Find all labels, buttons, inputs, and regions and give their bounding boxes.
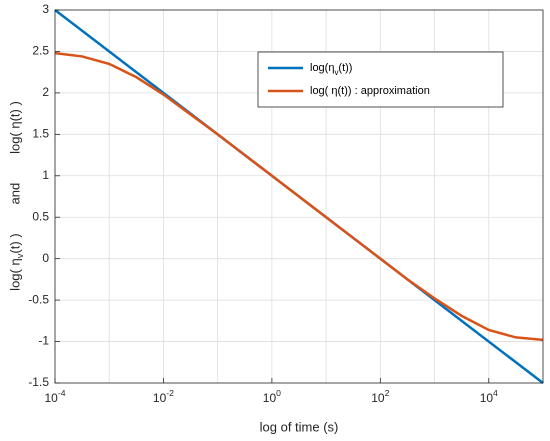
- y-tick-label: -1.5: [28, 375, 49, 389]
- y-tick-label: 2: [42, 85, 49, 99]
- lines: [54, 9, 544, 384]
- y-tick-label: 0.5: [32, 209, 49, 223]
- x-tick-label: 102​: [371, 388, 389, 405]
- series-line: [54, 51, 544, 342]
- legend-label: log(ηv​(t)): [310, 62, 352, 77]
- legend-box: [257, 51, 504, 108]
- axes-box: [54, 9, 544, 384]
- y-tick-label: 1: [42, 168, 49, 182]
- y-axis-label: log( ηv​(t) ) and log( η(t) ): [7, 101, 25, 291]
- x-tick-label: 104​: [480, 388, 498, 405]
- y-tick-label: 3: [42, 2, 49, 16]
- y-tick-label: -1: [38, 334, 49, 348]
- x-tick-label: 10-2​: [153, 388, 174, 405]
- legend-label: log( η(t)) : approximation: [310, 85, 430, 97]
- y-tick-label: 2.5: [32, 44, 49, 58]
- x-axis-label: log of time (s): [260, 419, 339, 434]
- x-tick-label: 10-4​: [44, 388, 65, 405]
- x-tick-label: 100​: [263, 388, 281, 405]
- y-tick-label: 1.5: [32, 127, 49, 141]
- y-tick-label: 0: [42, 251, 49, 265]
- y-tick-label: -0.5: [28, 292, 49, 306]
